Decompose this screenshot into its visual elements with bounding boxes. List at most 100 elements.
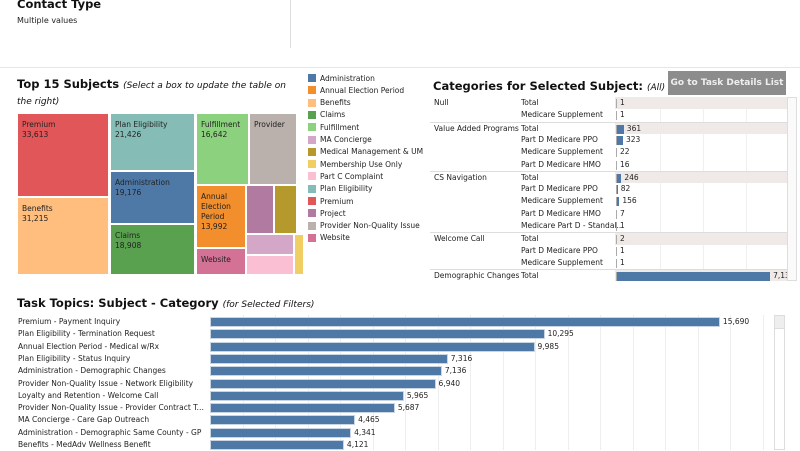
legend-item[interactable]: Annual Election Period — [308, 84, 404, 96]
topic-bar[interactable] — [210, 366, 442, 377]
treemap-box[interactable] — [246, 234, 294, 255]
topic-value: 4,465 — [358, 415, 380, 425]
topic-label[interactable]: Administration - Demographic Same County… — [18, 427, 202, 437]
category-row[interactable]: Demographic Changes Total 7,136 — [430, 269, 795, 282]
treemap-box[interactable] — [246, 255, 294, 275]
legend-item[interactable]: Administration — [308, 72, 375, 84]
topic-bar[interactable] — [210, 403, 395, 414]
legend-label: Claims — [320, 110, 346, 120]
treemap-box[interactable]: Claims 18,908 — [110, 224, 195, 275]
treemap-box[interactable] — [246, 185, 274, 234]
box-value: 13,992 — [201, 222, 228, 231]
treemap-box[interactable]: Provider — [249, 113, 297, 185]
legend-item[interactable]: Fulfillment — [308, 121, 359, 133]
treemap-box[interactable]: Website — [196, 248, 246, 275]
category-row[interactable]: Medicare Supplement 22 — [430, 146, 787, 158]
gridline — [762, 315, 764, 450]
topic-label[interactable]: Administration - Demographic Changes — [18, 366, 166, 376]
topic-bar[interactable] — [210, 353, 448, 364]
category-row[interactable]: Medicare Supplement 1 — [430, 257, 787, 269]
topic-bar[interactable] — [210, 329, 545, 340]
legend-item[interactable]: Provider Non-Quality Issue — [308, 220, 420, 232]
legend-item[interactable]: Part C Complaint — [308, 170, 383, 182]
category-value: 361 — [626, 123, 642, 133]
topic-label[interactable]: Plan Eligibility - Status Inquiry — [18, 353, 131, 363]
legend-item[interactable]: Plan Eligibility — [308, 183, 372, 195]
treemap-box[interactable]: Annual Election Period 13,992 — [196, 185, 246, 248]
category-row[interactable]: Medicare Supplement 1 — [430, 109, 787, 121]
legend-label: Administration — [320, 73, 375, 83]
topic-label[interactable]: Loyalty and Retention - Welcome Call — [18, 390, 159, 400]
legend-item[interactable]: Claims — [308, 109, 345, 121]
treemap-box[interactable]: Benefits 31,215 — [17, 197, 109, 275]
category-row[interactable]: Part D Medicare PPO 1 — [430, 245, 787, 257]
legend-swatch — [308, 160, 316, 169]
legend-item[interactable]: Benefits — [308, 97, 351, 109]
legend-swatch — [308, 172, 316, 181]
category-row[interactable]: CS Navigation Total 246 — [430, 170, 787, 184]
treemap-box[interactable]: Administration 19,176 — [110, 171, 195, 224]
box-label: Fulfillment — [201, 120, 241, 129]
category-label: Medicare Supplement — [521, 147, 603, 157]
topic-label[interactable]: Annual Election Period - Medical w/Rx — [18, 341, 160, 351]
topic-bar[interactable] — [210, 440, 344, 450]
treemap-box[interactable] — [294, 234, 304, 275]
category-row[interactable]: Medicare Supplement 156 — [430, 195, 787, 207]
treemap-box[interactable]: Premium 33,613 — [17, 113, 109, 197]
topic-bar[interactable] — [210, 317, 720, 327]
category-row[interactable]: Medicare Part D - Standal.. 1 — [430, 220, 787, 232]
filter-value[interactable]: Multiple values — [17, 16, 78, 25]
topic-label[interactable]: Provider Non-Quality Issue - Network Eli… — [18, 378, 194, 388]
group-label: Welcome Call — [434, 234, 485, 244]
legend-item[interactable]: Premium — [308, 195, 353, 207]
treemap-title: Top 15 Subjects (Select a box to update … — [17, 77, 286, 107]
topic-label[interactable]: Plan Eligibility - Termination Request — [18, 329, 155, 339]
category-label: Medicare Part D - Standal.. — [521, 221, 622, 230]
scroll-thumb[interactable] — [775, 316, 784, 329]
topic-label[interactable]: Premium - Payment Inquiry — [18, 317, 121, 326]
category-bar — [616, 209, 617, 219]
gridline — [665, 315, 666, 450]
legend-item[interactable]: MA Concierge — [308, 134, 372, 146]
category-bar — [616, 246, 617, 256]
legend-item[interactable]: Medical Management & UM — [308, 146, 423, 158]
legend-item[interactable]: Project — [308, 207, 346, 219]
category-row[interactable]: Value Added Programs Total 361 — [430, 121, 787, 134]
category-bar — [616, 258, 617, 268]
topic-bar[interactable] — [210, 390, 404, 401]
category-row[interactable]: Part D Medicare HMO 7 — [430, 208, 787, 220]
topic-label[interactable]: Provider Non-Quality Issue - Provider Co… — [18, 403, 208, 413]
gridline — [746, 97, 747, 281]
category-row[interactable]: Welcome Call Total 2 — [430, 232, 787, 245]
categories-scrollbar[interactable] — [787, 97, 797, 281]
legend-item[interactable]: Membership Use Only — [308, 158, 402, 170]
treemap-box[interactable]: Plan Eligibility 21,426 — [110, 113, 195, 171]
category-bar — [616, 235, 617, 245]
gridline — [535, 315, 536, 450]
category-row[interactable]: Part D Medicare PPO 323 — [430, 134, 787, 146]
box-label: Annual Election Period — [201, 192, 231, 221]
go-to-task-details-button[interactable]: Go to Task Details List — [668, 71, 786, 95]
category-row[interactable]: Part D Medicare PPO 82 — [430, 183, 787, 195]
gridline — [632, 315, 634, 450]
category-row[interactable]: Null Total 1 — [430, 97, 787, 110]
categories-title: Categories for Selected Subject: (All) — [433, 79, 666, 93]
topic-bar[interactable] — [210, 427, 352, 438]
category-value: 22 — [620, 147, 630, 157]
category-value: 7,136 — [773, 271, 795, 281]
treemap-box[interactable]: Fulfillment 16,642 — [196, 113, 249, 185]
group-label: CS Navigation — [434, 172, 487, 182]
category-value: 1 — [620, 98, 625, 107]
category-label: Part D Medicare PPO — [521, 245, 598, 255]
topic-label[interactable]: Benefits - MedAdv Wellness Benefit — [18, 440, 151, 449]
topic-bar[interactable] — [210, 341, 535, 352]
topic-label[interactable]: MA Concierge - Care Gap Outreach — [18, 415, 150, 425]
treemap-box[interactable] — [274, 185, 297, 234]
legend-item[interactable]: Website — [308, 232, 350, 244]
legend-label: Part C Complaint — [320, 171, 384, 181]
box-label: Premium — [22, 120, 56, 129]
topics-scrollbar[interactable] — [774, 315, 785, 450]
topic-bar[interactable] — [210, 378, 436, 389]
category-row[interactable]: Part D Medicare HMO 16 — [430, 159, 787, 171]
topic-bar[interactable] — [210, 415, 356, 426]
